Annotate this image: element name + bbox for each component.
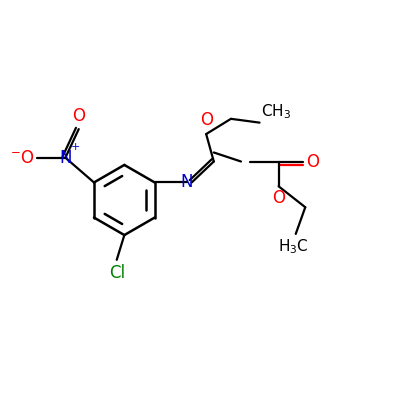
- Text: N: N: [59, 149, 72, 167]
- Text: Cl: Cl: [109, 264, 125, 282]
- Text: O: O: [306, 152, 320, 170]
- Text: O: O: [72, 106, 85, 124]
- Text: O: O: [200, 112, 213, 130]
- Text: +: +: [71, 142, 80, 152]
- Text: CH$_3$: CH$_3$: [262, 102, 292, 121]
- Text: O: O: [272, 189, 285, 207]
- Text: H$_3$C: H$_3$C: [278, 238, 309, 256]
- Text: N: N: [181, 174, 193, 192]
- Text: $^{-}$O: $^{-}$O: [10, 149, 35, 167]
